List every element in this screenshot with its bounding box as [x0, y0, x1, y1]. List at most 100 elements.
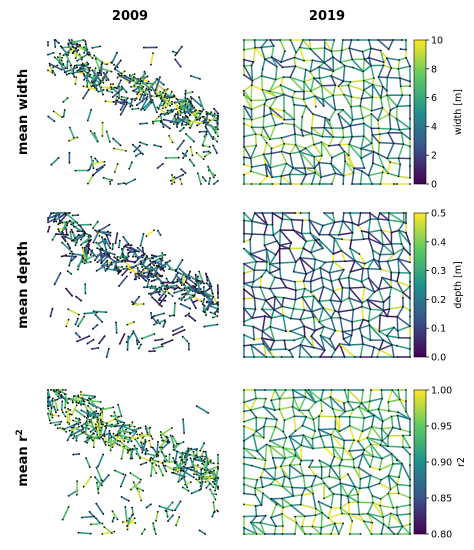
network-node: [113, 253, 116, 256]
network-edge: [168, 268, 177, 272]
network-node: [98, 342, 101, 345]
network-edge: [111, 51, 118, 64]
network-node: [83, 52, 86, 54]
network-node: [123, 245, 126, 248]
network-edge: [399, 48, 407, 51]
network-node: [371, 96, 374, 99]
network-node: [66, 421, 69, 424]
network-node: [183, 139, 185, 142]
network-node: [68, 126, 71, 129]
network-node: [162, 464, 165, 467]
network-edge: [279, 242, 292, 247]
network-node: [379, 133, 381, 136]
network-edge: [292, 389, 295, 399]
network-node: [204, 125, 207, 128]
network-node: [173, 444, 175, 447]
network-node: [195, 116, 198, 119]
network-edge: [291, 397, 295, 408]
network-edge: [280, 56, 296, 63]
network-node: [216, 315, 219, 317]
network-edge: [243, 416, 258, 423]
network-node: [409, 165, 411, 167]
network-edge: [310, 286, 325, 293]
network-node: [86, 342, 89, 345]
network-node: [209, 311, 212, 314]
network-node: [164, 288, 167, 291]
network-edge: [150, 462, 154, 477]
network-edge: [249, 406, 265, 411]
network-node: [95, 269, 98, 272]
network-edge: [303, 59, 314, 62]
network-node: [370, 109, 373, 112]
network-edge: [390, 414, 399, 418]
network-edge: [75, 401, 85, 406]
network-node: [243, 49, 245, 51]
network-edge: [288, 435, 296, 451]
network-node: [116, 420, 119, 423]
network-edge: [300, 219, 304, 235]
network-node: [212, 136, 215, 138]
network-node: [86, 436, 88, 439]
network-edge: [293, 415, 297, 432]
network-node: [264, 163, 267, 166]
network-node: [125, 91, 128, 94]
network-edge: [288, 430, 297, 438]
network-edge: [361, 305, 372, 310]
network-node: [68, 397, 70, 400]
network-edge: [76, 63, 89, 72]
network-edge: [152, 345, 164, 350]
network-node: [167, 440, 169, 442]
network-node: [212, 480, 214, 483]
network-node: [111, 91, 114, 94]
network-edge: [288, 344, 302, 351]
network-edge: [243, 260, 257, 265]
network-edge: [305, 239, 317, 243]
network-node: [77, 531, 80, 534]
network-edge: [320, 172, 337, 178]
network-node: [250, 170, 252, 173]
network-edge: [310, 77, 315, 92]
network-edge: [106, 89, 114, 94]
network-node: [195, 280, 198, 282]
network-edge: [119, 103, 128, 116]
network-node: [173, 123, 175, 125]
network-edge: [304, 287, 312, 293]
network-edge: [264, 56, 273, 60]
network-edge: [368, 389, 372, 403]
network-edge: [282, 314, 287, 332]
network-node: [189, 307, 192, 310]
network-node: [141, 256, 144, 259]
network-node: [112, 406, 115, 409]
network-edge: [254, 479, 259, 490]
network-node: [140, 533, 143, 535]
network-edge: [259, 286, 271, 290]
network-edge: [289, 76, 305, 93]
network-edge: [386, 67, 392, 79]
network-node: [116, 232, 119, 235]
network-edge: [154, 274, 164, 284]
network-node: [370, 142, 373, 145]
network-node: [367, 277, 370, 279]
network-edge: [288, 474, 305, 480]
network-node: [402, 221, 405, 224]
network-edge: [274, 122, 284, 126]
network-node: [367, 267, 369, 270]
network-edge: [161, 281, 174, 284]
network-node: [148, 278, 150, 281]
network-node: [269, 39, 271, 41]
network-node: [201, 144, 204, 147]
network-edge: [360, 148, 375, 153]
network-edge: [341, 330, 345, 340]
network-node: [84, 440, 87, 443]
network-edge: [272, 229, 281, 236]
network-edge: [93, 81, 98, 90]
network-edge: [398, 462, 403, 478]
network-edge: [395, 105, 398, 120]
network-edge: [62, 109, 66, 118]
network-edge: [387, 398, 401, 403]
network-node: [120, 85, 123, 88]
network-edge: [330, 75, 345, 82]
network-node: [201, 480, 204, 483]
network-node: [269, 287, 271, 290]
network-node: [320, 84, 323, 87]
